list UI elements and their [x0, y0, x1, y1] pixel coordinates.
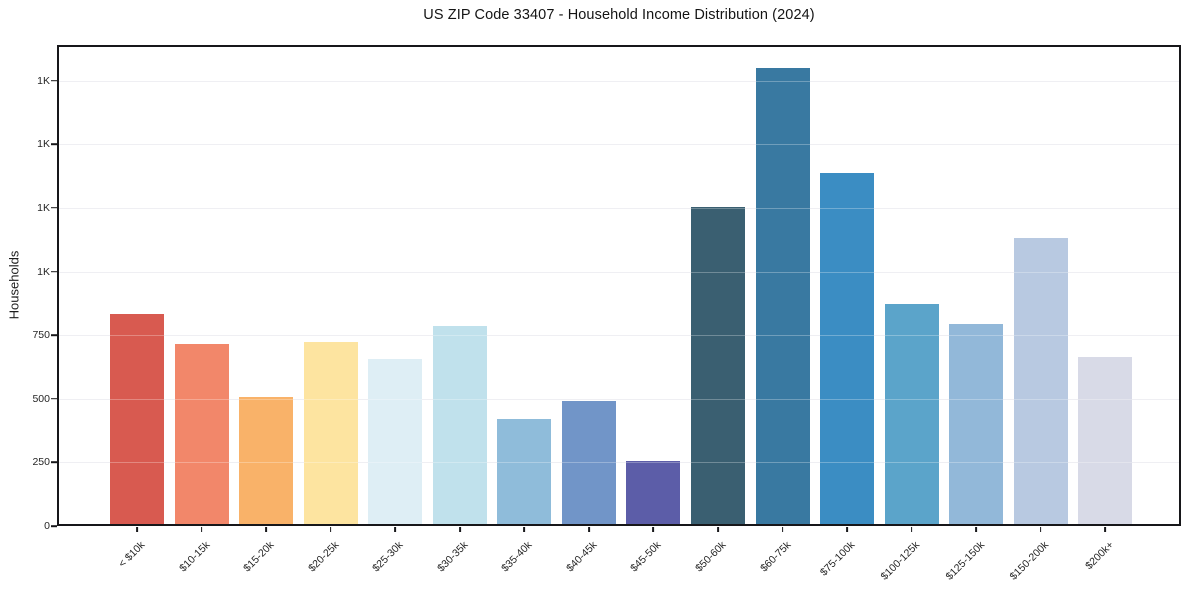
- y-tick-label: 500: [32, 392, 50, 405]
- y-tick-mark: [51, 270, 57, 273]
- bar-10: [755, 67, 810, 526]
- x-tick-mark: [652, 527, 655, 532]
- x-tick-mark: [781, 527, 784, 532]
- x-tick-mark: [523, 527, 526, 532]
- x-tick-mark: [200, 527, 203, 532]
- bar-0: [110, 314, 164, 526]
- y-tick-label: 0: [44, 520, 50, 532]
- y-tick-marks: [51, 45, 57, 527]
- bar-1: [174, 344, 229, 526]
- gridline: [57, 80, 1181, 82]
- x-tick-label: $75-100k: [818, 539, 858, 579]
- bar-7: [561, 401, 616, 526]
- x-tick-mark: [265, 527, 267, 532]
- y-tick-mark: [51, 79, 57, 82]
- gridline: [57, 398, 1181, 400]
- y-tick-mark: [51, 143, 57, 146]
- gridline: [57, 462, 1181, 464]
- y-tick-mark: [51, 397, 57, 400]
- gridlines-layer: [57, 45, 1181, 526]
- gridline: [57, 80, 1181, 82]
- bar-2: [239, 396, 294, 526]
- x-tick-label: $125-150k: [943, 539, 987, 583]
- x-tick-mark: [458, 527, 461, 532]
- gridline: [57, 271, 1181, 273]
- x-tick-label: $25-30k: [370, 539, 406, 575]
- x-tick-mark: [717, 527, 719, 532]
- y-tick-label: 1K: [37, 74, 50, 87]
- x-tick-mark: [394, 527, 397, 532]
- x-tick-label: $30-35k: [434, 539, 471, 575]
- y-axis: 0 250 500 750 1K 1K 1K 1K: [0, 45, 50, 532]
- y-tick-label: 250: [32, 456, 50, 469]
- bar-13: [949, 324, 1004, 526]
- y-tick-mark: [51, 461, 57, 464]
- y-tick-mark: [51, 334, 57, 336]
- x-tick-label: $50-60k: [693, 539, 729, 575]
- y-tick-label: 1K: [37, 265, 50, 278]
- x-tick-mark: [1039, 527, 1042, 532]
- x-tick-label: $15-20k: [241, 539, 277, 575]
- x-tick-marks: [57, 527, 1181, 533]
- gridline: [57, 462, 1181, 464]
- y-tick-label: 1K: [37, 201, 50, 214]
- x-tick-mark: [136, 527, 138, 532]
- gridline: [57, 207, 1181, 209]
- bar-5: [432, 325, 487, 526]
- bar-15: [1078, 357, 1133, 526]
- x-tick-label: $200k+: [1082, 539, 1116, 573]
- gridline: [57, 335, 1181, 337]
- x-tick-label: < $10k: [116, 539, 148, 570]
- y-tick-mark: [51, 525, 57, 527]
- gridline: [57, 271, 1181, 273]
- x-tick-mark: [587, 527, 590, 532]
- x-tick-label: $35-40k: [499, 539, 535, 575]
- gridlines-overlay: [57, 45, 1181, 526]
- chart-title: US ZIP Code 33407 - Household Income Dis…: [423, 7, 815, 23]
- bar-11: [820, 173, 875, 526]
- x-tick-label: $40-45k: [564, 539, 600, 575]
- plot-area: [57, 45, 1181, 526]
- x-tick-labels: < $10k $10-15k $15-20k $20-25k $25-30k $30-35…: [57, 532, 1181, 590]
- x-tick-label: $45-50k: [628, 539, 664, 575]
- x-tick-mark: [1104, 527, 1107, 532]
- gridline: [57, 207, 1181, 209]
- bars-layer: [57, 45, 1181, 526]
- bar-3: [303, 342, 358, 526]
- y-tick-mark: [51, 207, 57, 209]
- x-tick-label: $20-25k: [305, 539, 342, 575]
- gridline: [57, 335, 1181, 337]
- bar-9: [690, 206, 745, 526]
- x-tick-mark: [329, 527, 332, 532]
- x-tick-mark: [910, 527, 913, 532]
- bar-14: [1013, 237, 1068, 526]
- bar-6: [497, 419, 552, 526]
- y-tick-label: 750: [32, 329, 50, 342]
- bar-12: [884, 304, 939, 526]
- bar-4: [368, 358, 423, 526]
- y-tick-label: 1K: [37, 138, 50, 151]
- x-tick-label: $60-75k: [757, 539, 793, 575]
- x-tick-label: $100-125k: [878, 539, 923, 583]
- gridline: [57, 398, 1181, 400]
- x-tick-mark: [975, 527, 978, 532]
- gridline: [57, 144, 1181, 146]
- x-tick-label: $10-15k: [176, 539, 213, 575]
- x-tick-label: $150-200k: [1007, 539, 1052, 583]
- bar-8: [626, 461, 681, 526]
- x-tick-mark: [846, 527, 848, 532]
- gridline: [57, 144, 1181, 146]
